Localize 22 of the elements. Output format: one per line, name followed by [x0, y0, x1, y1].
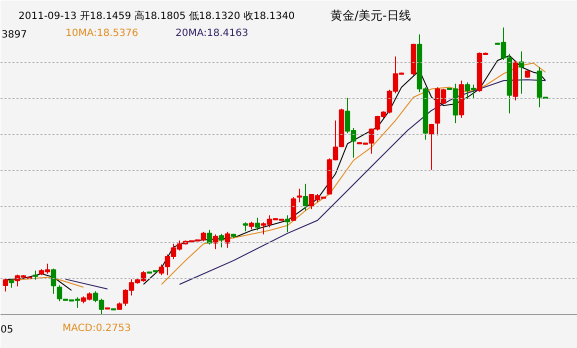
candlestick — [428, 123, 434, 170]
text: 2011-09-13 开18.1459 高18.1805 低18.1320 收18.1340 — [18, 10, 295, 22]
candlestick — [254, 217, 260, 231]
candlestick — [56, 284, 62, 302]
candlestick — [2, 278, 8, 292]
candlestick — [218, 233, 224, 248]
candlestick — [518, 50, 524, 94]
text: MACD:0.2753 — [62, 323, 131, 334]
candlestick — [224, 231, 230, 248]
candlestick — [290, 196, 296, 221]
candlestick — [206, 229, 212, 245]
candlestick — [212, 234, 218, 250]
candlestick — [284, 214, 290, 233]
text: 3897 — [2, 30, 27, 40]
text: 20MA:18.4163 — [176, 28, 248, 39]
chart-title: 黄金/美元-日线 — [330, 8, 411, 22]
text: 10MA:18.5376 — [66, 28, 138, 39]
text: 05 — [0, 324, 14, 336]
candlestick — [302, 183, 308, 212]
candlestick — [296, 188, 302, 203]
candlestick — [50, 268, 56, 294]
candlestick — [32, 270, 38, 280]
